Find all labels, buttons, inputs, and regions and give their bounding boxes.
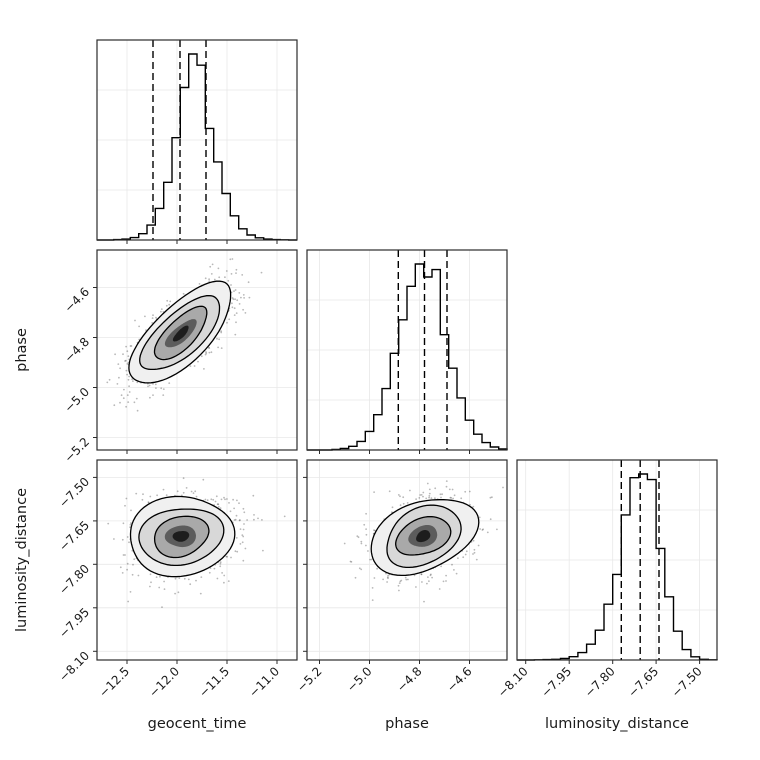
- panel-border: [306, 459, 508, 661]
- grid-lines: [307, 250, 507, 450]
- tick-marks: [93, 476, 278, 664]
- grid-lines: [517, 460, 717, 660]
- panel-phase-vs-phase: [306, 249, 508, 454]
- y-axis-title-luminosity-distance: luminosity_distance: [14, 488, 30, 632]
- x-axis-title-geocent-time: geocent_time: [148, 716, 247, 732]
- x-tick-label: −5.2: [294, 664, 325, 695]
- x-tick-label: −7.95: [538, 664, 574, 700]
- x-tick-label: −7.50: [669, 664, 705, 700]
- y-tick-label: −4.6: [62, 285, 93, 316]
- x-tick-label: −7.80: [582, 664, 618, 700]
- x-tick-label: −8.10: [495, 664, 531, 700]
- y-axis-title-phase: phase: [14, 328, 30, 372]
- contours-luminosity_distance-vs-geocent_time: [129, 495, 236, 578]
- y-tick-label: −8.10: [56, 649, 92, 685]
- histogram-geocent_time: [97, 53, 297, 241]
- panel-border: [96, 249, 298, 451]
- panel-border: [96, 39, 298, 241]
- panel-luminosity_distance-vs-phase: −5.2 −5.0 −4.8 −4.6: [294, 459, 508, 695]
- tick-marks: [525, 660, 701, 664]
- panel-border: [96, 459, 298, 661]
- tick-marks: [303, 476, 470, 664]
- y-tick-labels: −8.10 −7.95 −7.80 −7.65 −7.50: [56, 475, 92, 685]
- y-tick-label: −5.2: [62, 435, 93, 466]
- y-tick-label: −7.80: [56, 562, 92, 598]
- tick-marks: [93, 287, 278, 454]
- y-tick-label: −7.50: [56, 475, 92, 511]
- contours-phase-vs-geocent_time: [128, 280, 232, 384]
- tick-marks: [319, 450, 470, 454]
- x-tick-label: −7.65: [625, 664, 661, 700]
- y-tick-label: −4.8: [62, 335, 93, 366]
- x-tick-label: −12.5: [96, 664, 132, 700]
- panel-border: [516, 459, 718, 661]
- panel-luminosity_distance-vs-luminosity_distance: −8.10 −7.95 −7.80 −7.65 −7.50: [495, 459, 718, 700]
- histogram-phase: [307, 263, 508, 451]
- panel-phase-vs-geocent_time: −5.2 −5.0 −4.8 −4.6: [62, 249, 298, 466]
- y-tick-label: −7.95: [56, 605, 92, 641]
- contours-luminosity_distance-vs-phase: [370, 499, 480, 577]
- grid-lines: [97, 40, 297, 240]
- y-tick-label: −5.0: [62, 385, 93, 416]
- x-tick-label: −4.8: [394, 664, 425, 695]
- x-tick-labels: −5.2 −5.0 −4.8 −4.6: [294, 664, 475, 695]
- x-tick-label: −11.0: [246, 664, 282, 700]
- panels-root: −5.2 −5.0 −4.8 −4.6 −12.5 −12.0 −11.5 −11.0 −8.1…: [56, 39, 718, 700]
- x-tick-labels: −8.10 −7.95 −7.80 −7.65 −7.50: [495, 664, 705, 700]
- x-tick-label: −12.0: [146, 664, 182, 700]
- panel-geocent_time-vs-geocent_time: [96, 39, 298, 244]
- x-tick-label: −4.6: [444, 664, 475, 695]
- x-axis-title-phase: phase: [385, 716, 429, 732]
- x-tick-labels: −12.5 −12.0 −11.5 −11.0: [96, 664, 282, 700]
- panel-luminosity_distance-vs-geocent_time: −12.5 −12.0 −11.5 −11.0 −8.10 −7.95 −7.80 −7.65…: [56, 459, 298, 700]
- x-axis-title-luminosity-distance: luminosity_distance: [545, 716, 689, 732]
- x-tick-label: −11.5: [196, 664, 232, 700]
- tick-marks: [126, 240, 278, 244]
- y-tick-label: −7.65: [56, 518, 92, 554]
- y-tick-labels: −5.2 −5.0 −4.8 −4.6: [62, 285, 93, 466]
- panel-border: [306, 249, 508, 451]
- histogram-luminosity_distance: [517, 473, 718, 661]
- x-tick-label: −5.0: [344, 664, 375, 695]
